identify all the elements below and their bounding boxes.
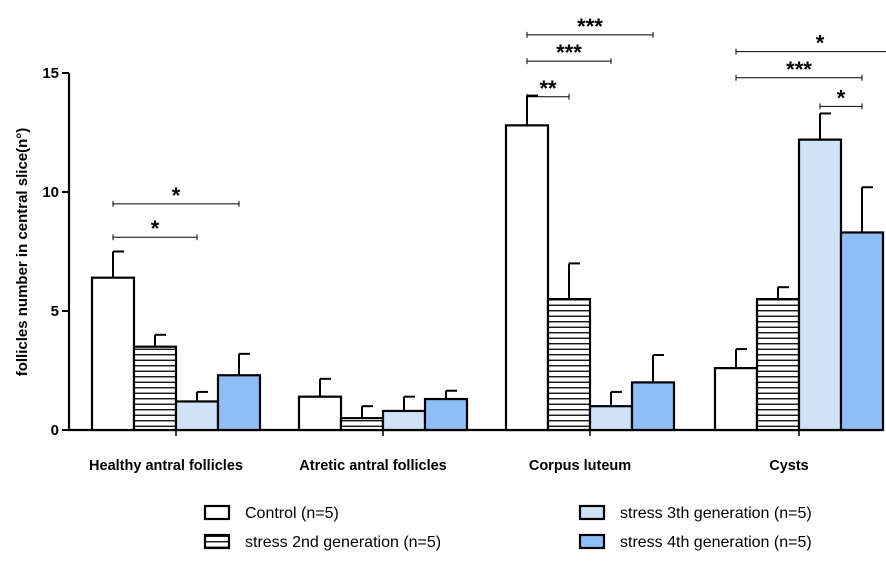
legend-swatch — [203, 533, 231, 550]
significance-label: * — [172, 183, 181, 208]
bar — [381, 409, 427, 432]
significance-label: * — [816, 31, 825, 56]
significance-label: *** — [556, 40, 582, 65]
bar — [797, 138, 843, 432]
x-tick-label: Atretic antral follicles — [299, 458, 446, 474]
bar — [174, 400, 220, 432]
bar — [546, 298, 592, 432]
legend-swatch — [203, 504, 231, 521]
legend-swatch — [578, 533, 606, 550]
significance-label: *** — [786, 57, 812, 82]
bar — [423, 397, 469, 432]
bar — [755, 298, 801, 432]
bar — [630, 381, 676, 432]
significance-label: * — [151, 216, 160, 241]
legend-label: stress 3th generation (n=5) — [620, 505, 812, 522]
y-axis-label: follicles number in central slice(n°) — [14, 128, 31, 377]
legend-label: stress 4th generation (n=5) — [620, 534, 812, 551]
legend-label: Control (n=5) — [245, 505, 339, 522]
bar — [90, 276, 136, 432]
bar — [132, 345, 178, 432]
significance-label: *** — [577, 14, 603, 39]
y-tick-label: 0 — [51, 422, 59, 439]
legend-swatch — [578, 504, 606, 521]
y-tick-label: 15 — [42, 65, 59, 82]
bar — [297, 395, 343, 432]
plot-area: 0 5 10 15 Healthy antral follicles Atretic an… — [42, 14, 886, 474]
significance-label: * — [837, 85, 846, 110]
x-tick-label: Healthy antral follicles — [89, 458, 243, 474]
significance-label: ** — [539, 76, 557, 101]
x-tick-label: Cysts — [769, 458, 809, 474]
bar — [713, 367, 759, 432]
y-tick-label: 10 — [42, 184, 59, 201]
legend: Control (n=5) stress 2nd generation (n=5)… — [203, 504, 812, 551]
bar — [504, 124, 550, 432]
x-tick-label: Corpus luteum — [529, 458, 631, 474]
bar — [839, 231, 885, 432]
bar — [339, 417, 385, 432]
y-tick-label: 5 — [51, 303, 59, 320]
bar — [216, 374, 262, 432]
legend-label: stress 2nd generation (n=5) — [245, 534, 441, 551]
bar — [588, 405, 634, 432]
